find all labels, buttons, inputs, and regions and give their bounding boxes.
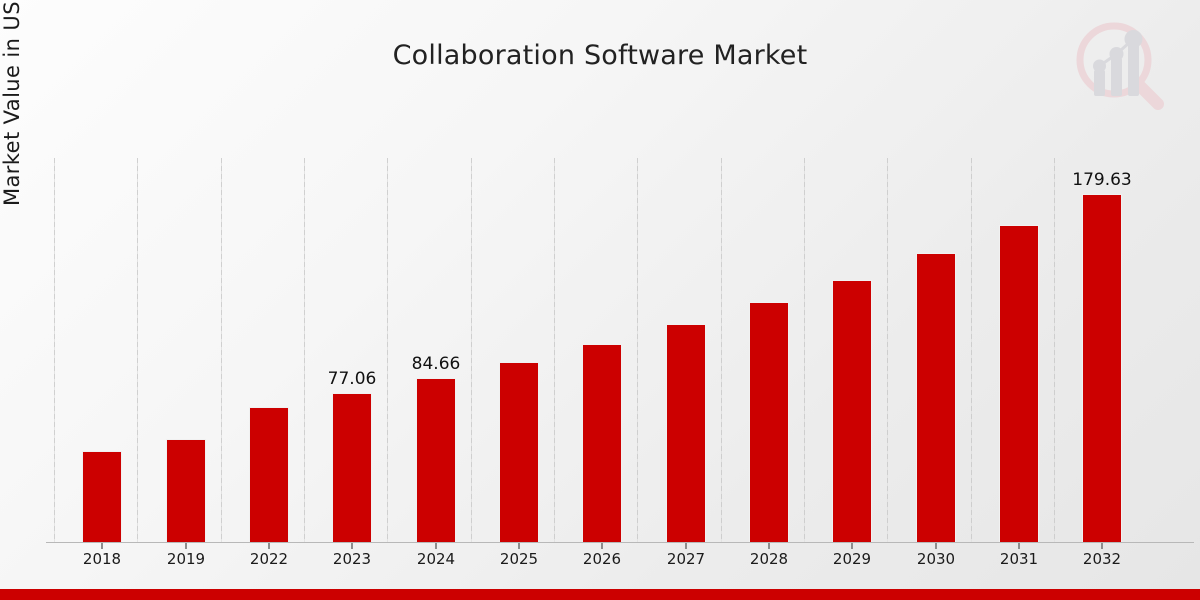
- grid-line: [304, 158, 305, 542]
- bar-2026[interactable]: [582, 344, 622, 542]
- x-tick-mark: [1018, 543, 1020, 549]
- grid-line: [554, 158, 555, 542]
- y-axis-title: Market Value in USD Billion: [0, 0, 24, 206]
- grid-line: [54, 158, 55, 542]
- x-tick-label-2023: 2023: [332, 550, 372, 568]
- bar-2018[interactable]: [82, 451, 122, 542]
- x-tick-mark: [935, 543, 937, 549]
- grid-line: [721, 158, 722, 542]
- x-axis-line: [46, 542, 1194, 543]
- x-tick-mark: [268, 543, 270, 549]
- bar-2029[interactable]: [832, 280, 872, 542]
- bar-2025[interactable]: [499, 362, 539, 542]
- grid-line: [387, 158, 388, 542]
- bar-value-label-2023: 77.06: [327, 369, 377, 389]
- grid-line: [804, 158, 805, 542]
- bar-value-label-2024: 84.66: [411, 354, 461, 374]
- plot-area: 77.06 84.66 179.63: [54, 158, 1194, 542]
- x-tick-label-2029: 2029: [832, 550, 872, 568]
- bar-value-label-2032: 179.63: [1072, 170, 1132, 190]
- bar-2023[interactable]: [332, 393, 372, 542]
- x-tick-label-2025: 2025: [499, 550, 539, 568]
- x-tick-label-2027: 2027: [666, 550, 706, 568]
- bar-2019[interactable]: [166, 439, 206, 542]
- magnifier-bar-chart-watermark-logo: [1066, 18, 1172, 114]
- x-tick-label-2032: 2032: [1082, 550, 1122, 568]
- x-tick-label-2018: 2018: [82, 550, 122, 568]
- bar-2030[interactable]: [916, 253, 956, 542]
- grid-line: [887, 158, 888, 542]
- x-tick-mark: [601, 543, 603, 549]
- bar-2027[interactable]: [666, 324, 706, 542]
- x-tick-mark: [351, 543, 353, 549]
- grid-line: [971, 158, 972, 542]
- x-tick-mark: [1101, 543, 1103, 549]
- bar-2022[interactable]: [249, 407, 289, 542]
- grid-line: [471, 158, 472, 542]
- x-tick-label-2030: 2030: [916, 550, 956, 568]
- grid-line: [137, 158, 138, 542]
- grid-line: [1054, 158, 1055, 542]
- x-tick-mark: [851, 543, 853, 549]
- x-tick-mark: [768, 543, 770, 549]
- x-tick-mark: [518, 543, 520, 549]
- x-tick-label-2026: 2026: [582, 550, 622, 568]
- bar-2024[interactable]: [416, 378, 456, 542]
- bar-2031[interactable]: [999, 225, 1039, 542]
- grid-line: [221, 158, 222, 542]
- bar-2028[interactable]: [749, 302, 789, 542]
- x-tick-label-2022: 2022: [249, 550, 289, 568]
- grid-line: [637, 158, 638, 542]
- x-tick-label-2031: 2031: [999, 550, 1039, 568]
- page-title: Collaboration Software Market: [392, 40, 808, 71]
- x-tick-label-2028: 2028: [749, 550, 789, 568]
- x-tick-mark: [435, 543, 437, 549]
- x-tick-mark: [185, 543, 187, 549]
- x-tick-label-2024: 2024: [416, 550, 456, 568]
- x-tick-label-2019: 2019: [166, 550, 206, 568]
- bar-2032[interactable]: [1082, 194, 1122, 542]
- x-tick-mark: [101, 543, 103, 549]
- x-tick-mark: [685, 543, 687, 549]
- bottom-accent-bar: [0, 589, 1200, 600]
